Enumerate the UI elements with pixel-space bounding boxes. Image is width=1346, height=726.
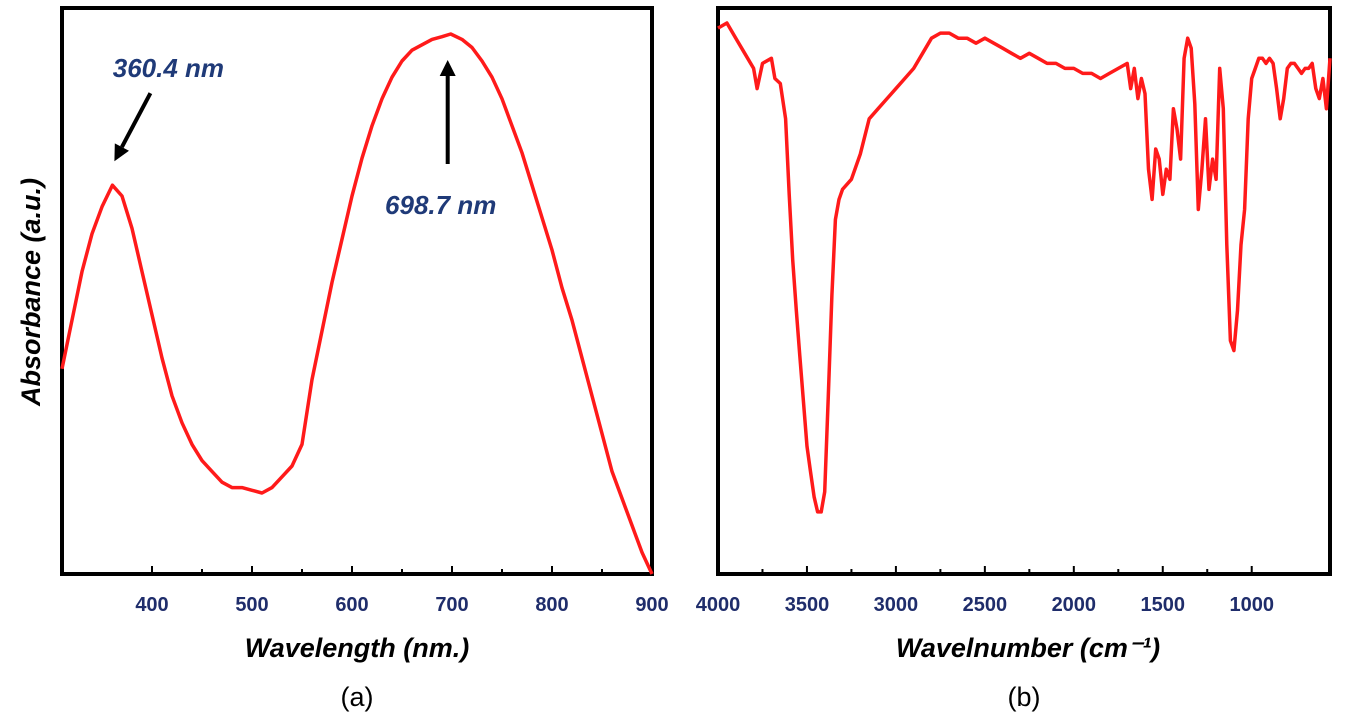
- x-tick-label: 400: [135, 594, 168, 616]
- panel-b-caption: (b): [1008, 682, 1041, 712]
- x-tick-label: 3500: [785, 594, 830, 616]
- panel-a-series-line: [60, 32, 654, 575]
- panel-a-chart: 400 500 600 700 800 900 360.4 nm 698.7 nm Wave…: [16, 6, 669, 712]
- x-tick-label: 2000: [1052, 594, 1097, 616]
- peak-annotation-label: 360.4 nm: [113, 53, 224, 83]
- panel-a-plot-frame: [60, 6, 654, 576]
- x-tick-label: 900: [635, 594, 668, 616]
- x-tick-label: 800: [535, 594, 568, 616]
- annotation-arrow-head: [439, 60, 456, 76]
- panel-a-y-axis-title: Absorbance (a.u.): [16, 178, 46, 407]
- x-tick-label: 3000: [874, 594, 919, 616]
- panel-b-chart: 4000 3500 3000 2500 2000 1500 1000 Wavelnumber…: [696, 6, 1332, 712]
- panel-b-x-ticks: 4000 3500 3000 2500 2000 1500 1000: [696, 566, 1274, 616]
- x-tick-label: 600: [335, 594, 368, 616]
- panel-a-x-ticks: 400 500 600 700 800 900: [135, 566, 669, 616]
- x-tick-label: 4000: [696, 594, 741, 616]
- panel-a-caption: (a): [341, 682, 374, 712]
- panel-a-annotations: 360.4 nm 698.7 nm: [113, 53, 497, 220]
- x-tick-label: 2500: [963, 594, 1008, 616]
- annotation-arrow-head: [114, 143, 129, 162]
- x-tick-label: 1500: [1141, 594, 1186, 616]
- x-tick-label: 700: [435, 594, 468, 616]
- x-tick-label: 1000: [1229, 594, 1274, 616]
- panel-b-plot-frame: [716, 6, 1332, 576]
- panel-b-series-line: [717, 21, 1332, 514]
- panel-a-x-axis-title: Wavelength (nm.): [245, 633, 470, 663]
- x-tick-label: 500: [235, 594, 268, 616]
- peak-annotation-label: 698.7 nm: [385, 190, 496, 220]
- annotation-arrow-shaft: [120, 92, 153, 148]
- panel-b-x-axis-title: Wavelnumber (cm⁻¹): [896, 633, 1160, 663]
